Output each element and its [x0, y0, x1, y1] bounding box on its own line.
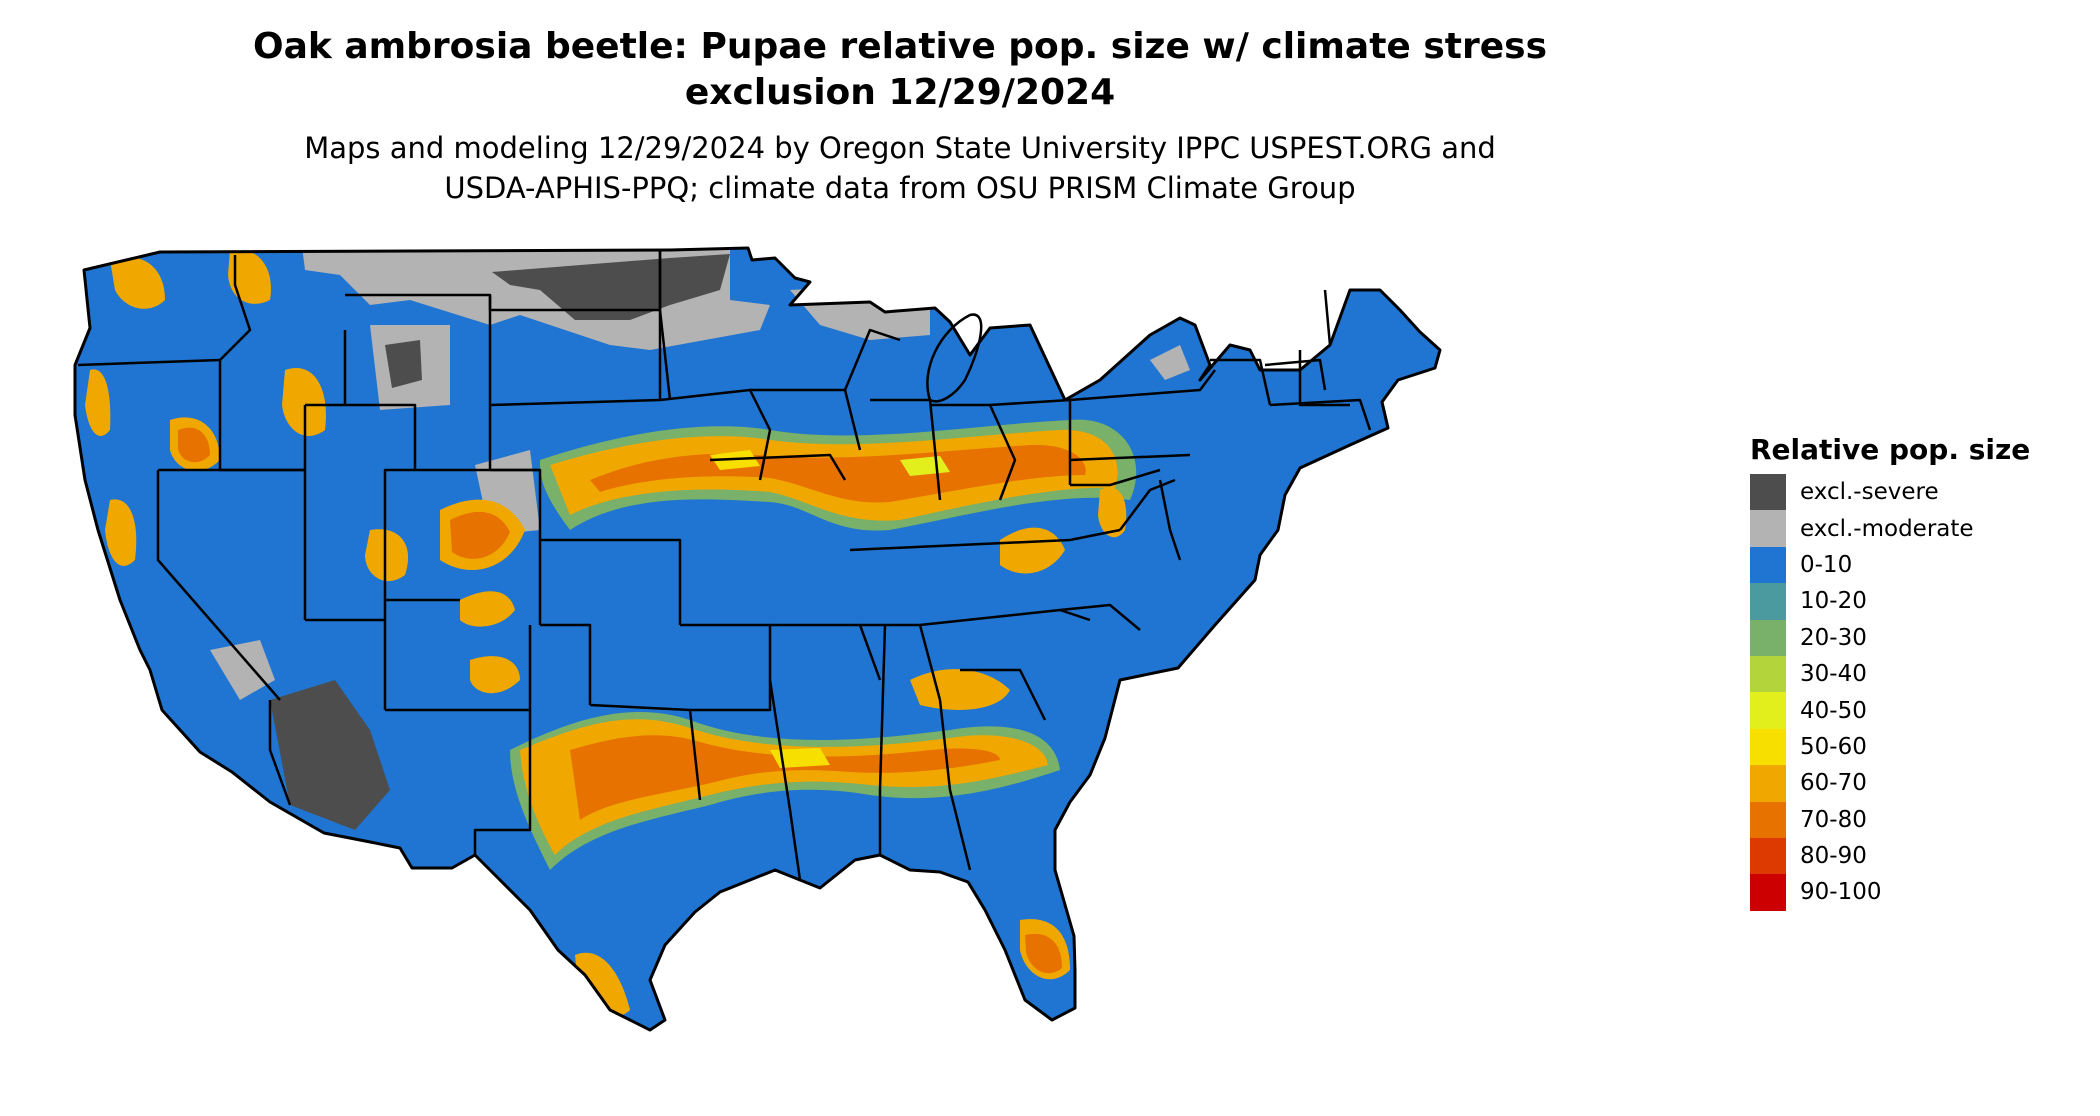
legend-label: 30-40	[1800, 661, 1867, 688]
map-title-line-2: exclusion 12/29/2024	[684, 72, 1116, 113]
legend-label: 40-50	[1800, 697, 1867, 724]
legend-swatch	[1750, 874, 1786, 911]
map-title-line-1: Oak ambrosia beetle: Pupae relative pop.…	[252, 26, 1548, 67]
legend-swatch	[1750, 546, 1786, 584]
legend-item: 70-80	[1750, 801, 2090, 838]
legend-swatch	[1750, 801, 1786, 838]
map-subtitle-line-1: Maps and modeling 12/29/2024 by Oregon S…	[304, 131, 1496, 165]
legend-label: 60-70	[1800, 770, 1867, 797]
legend-item: 0-10	[1750, 546, 2090, 584]
legend-swatch	[1750, 837, 1786, 875]
legend-item: 80-90	[1750, 837, 2090, 875]
legend-label: 0-10	[1800, 551, 1853, 578]
map-subtitle: Maps and modeling 12/29/2024 by Oregon S…	[180, 128, 1620, 208]
legend-items: excl.-severe excl.-moderate 0-10 10-20 20-30…	[1750, 474, 2090, 911]
legend-swatch	[1750, 655, 1786, 693]
legend-swatch	[1750, 474, 1786, 511]
legend-item: 40-50	[1750, 692, 2090, 729]
map-legend: Relative pop. size excl.-severe excl.-mod…	[1750, 432, 2090, 911]
legend-swatch	[1750, 583, 1786, 620]
legend-label: excl.-moderate	[1800, 515, 1974, 542]
legend-item: 10-20	[1750, 583, 2090, 620]
legend-title: Relative pop. size	[1750, 433, 2031, 466]
legend-item: 90-100	[1750, 874, 2090, 911]
legend-swatch	[1750, 510, 1786, 547]
legend-label: 50-60	[1800, 733, 1867, 760]
us-population-map	[73, 246, 1442, 1032]
legend-label: 10-20	[1800, 588, 1867, 615]
legend-swatch	[1750, 692, 1786, 729]
legend-swatch	[1750, 728, 1786, 766]
legend-label: 80-90	[1800, 843, 1867, 870]
legend-item: 60-70	[1750, 765, 2090, 802]
legend-swatch	[1750, 619, 1786, 656]
legend-label: excl.-severe	[1800, 479, 1939, 506]
legend-item: excl.-moderate	[1750, 510, 2090, 547]
legend-item: excl.-severe	[1750, 474, 2090, 511]
map-subtitle-line-2: USDA-APHIS-PPQ; climate data from OSU PR…	[444, 171, 1356, 205]
legend-swatch	[1750, 765, 1786, 802]
map-title: Oak ambrosia beetle: Pupae relative pop.…	[180, 24, 1620, 116]
legend-item: 20-30	[1750, 619, 2090, 656]
legend-item: 30-40	[1750, 655, 2090, 693]
legend-label: 20-30	[1800, 624, 1867, 651]
legend-label: 90-100	[1800, 879, 1882, 906]
legend-item: 50-60	[1750, 728, 2090, 766]
legend-label: 70-80	[1800, 806, 1867, 833]
